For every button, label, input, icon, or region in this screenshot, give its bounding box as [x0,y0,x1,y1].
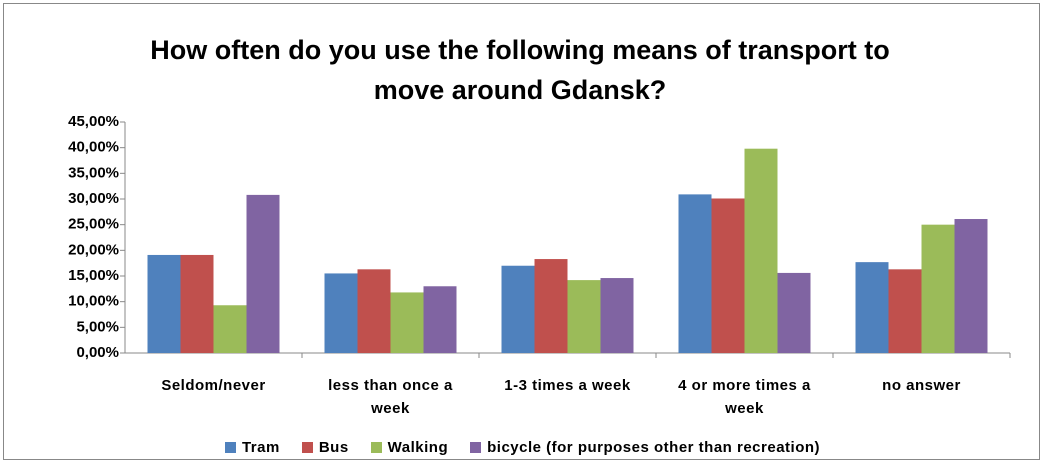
legend-swatch [301,442,313,453]
y-tick-label: 15,00% [68,267,119,284]
bar [180,254,214,353]
legend: Tram Bus Walking bicycle (for purposes othe… [0,439,1045,456]
bar [600,278,634,353]
bar [390,292,424,353]
bar [423,286,457,353]
bar [777,272,811,353]
chart-frame [3,3,1040,460]
bar [246,194,280,353]
y-tick-label: 45,00% [68,113,119,130]
legend-item: Bus [301,439,349,456]
x-tick-label: less than once a week [328,377,453,417]
y-tick-label: 5,00% [76,318,119,335]
legend-item: Tram [224,439,280,456]
y-tick-label: 35,00% [68,164,119,181]
legend-label: bicycle (for purposes other than recreat… [487,439,821,456]
legend-label: Walking [387,439,449,456]
bar [213,305,247,353]
bar [954,219,988,353]
bar [147,254,181,353]
bar [501,265,535,353]
bar [711,198,745,353]
legend-swatch [370,442,382,453]
x-tick-label: Seldom/never [161,377,266,394]
bar [324,273,358,353]
x-tick-label: no answer [882,377,961,394]
legend-item: Walking [370,439,449,456]
bar [744,148,778,353]
bar [921,224,955,353]
y-tick-label: 40,00% [68,139,119,156]
x-tick-label: 1-3 times a week [504,377,631,394]
bar [567,280,601,353]
legend-label: Tram [241,439,280,456]
bar [888,269,922,353]
chart-title: How often do you use the following means… [150,35,890,105]
y-tick-label: 10,00% [68,293,119,310]
legend-item: bicycle (for purposes other than recreat… [470,439,820,456]
bar [534,259,568,353]
legend-swatch [224,442,236,453]
y-tick-label: 0,00% [76,344,119,361]
legend-label: Bus [318,439,349,456]
y-tick-label: 20,00% [68,241,119,258]
bar [855,262,889,353]
x-tick-label: 4 or more times a week [678,377,811,417]
bar [357,269,391,353]
bar [678,194,712,353]
y-tick-label: 25,00% [68,216,119,233]
legend-swatch [470,442,482,453]
y-tick-label: 30,00% [68,190,119,207]
